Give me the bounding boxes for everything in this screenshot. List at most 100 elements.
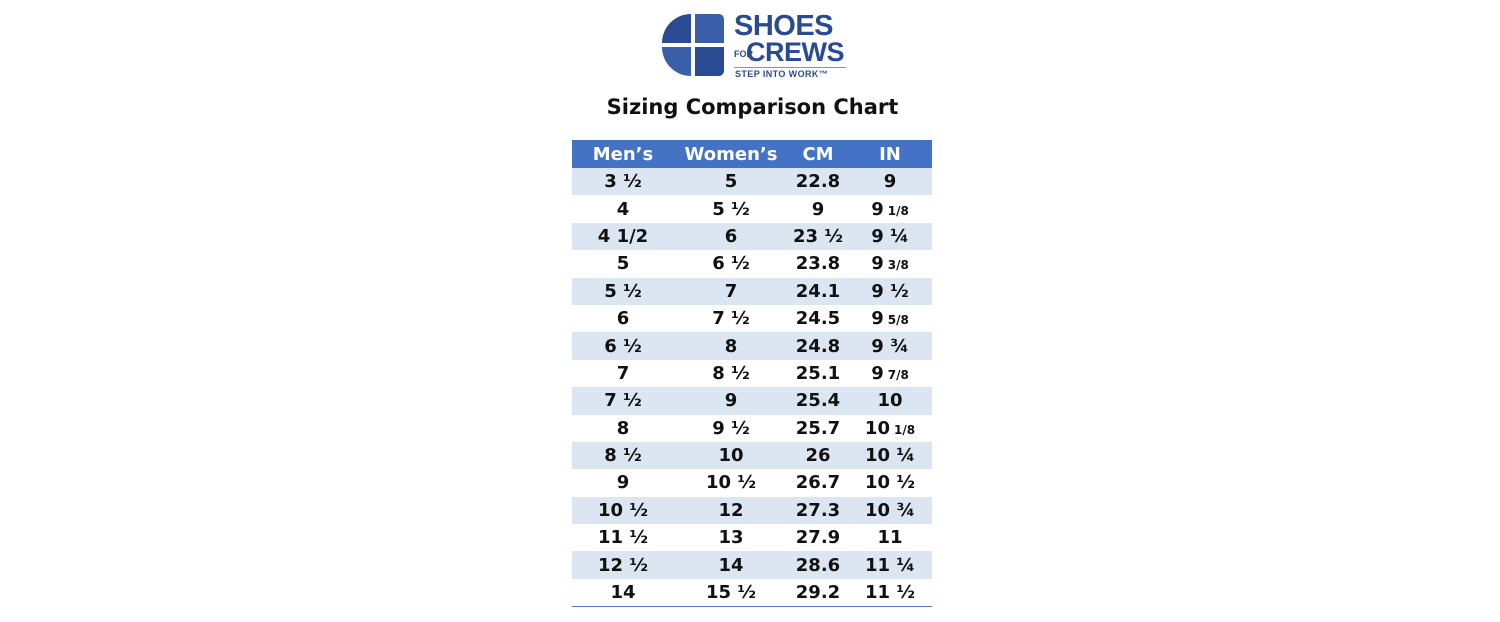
cell-in: 10 1/8: [848, 414, 932, 442]
cell-mens: 8 ½: [572, 441, 674, 470]
cell-mens: 8: [572, 414, 674, 442]
cell-mens: 10 ½: [572, 496, 674, 525]
cell-womens: 9 ½: [674, 414, 788, 442]
cell-in-value: 11 ¼: [865, 554, 915, 576]
cell-in: 10: [848, 387, 932, 415]
cell-womens: 10: [674, 441, 788, 470]
page-title: Sizing Comparison Chart: [606, 95, 899, 119]
cell-in-value: 9: [883, 171, 897, 193]
table-row: 11 ½ 13 27.9 11: [572, 524, 932, 552]
cell-in-value: 10: [877, 390, 903, 412]
cell-cm: 23 ½: [788, 222, 848, 251]
cell-womens: 10 ½: [674, 469, 788, 497]
cell-in: 9 ½: [848, 277, 932, 305]
cell-in-fraction: 5/8: [887, 313, 909, 328]
cell-in-fraction: 1/8: [893, 422, 916, 437]
cell-in: 11 ½: [848, 578, 932, 608]
cell-in: 9 7/8: [848, 359, 932, 388]
cell-mens: 12 ½: [572, 551, 674, 579]
table-row: 12 ½ 14 28.6 11 ¼: [572, 551, 932, 579]
cell-in-value: 11: [877, 527, 903, 549]
logo-mark-icon: [662, 14, 724, 76]
cell-womens: 8: [674, 332, 788, 360]
cell-cm: 25.4: [788, 387, 848, 415]
cell-mens: 4 1/2: [572, 222, 674, 251]
cell-womens: 7: [674, 277, 788, 305]
cell-cm: 9: [788, 195, 848, 223]
cell-womens: 12: [674, 496, 788, 525]
logo-tagline: STEP INTO WORK™: [735, 69, 829, 79]
cell-womens: 8 ½: [674, 359, 788, 388]
cell-in: 9 5/8: [848, 304, 932, 333]
cell-cm: 27.9: [788, 524, 848, 552]
table-row: 9 10 ½ 26.7 10 ½: [572, 469, 932, 497]
cell-mens: 6 ½: [572, 332, 674, 360]
cell-in-value: 9 ½: [871, 280, 909, 302]
cell-in-fraction: 3/8: [887, 258, 909, 273]
column-header-in: IN: [848, 140, 932, 168]
cell-in: 9 1/8: [848, 195, 932, 223]
logo-word-line2: FORCREWS: [734, 37, 845, 70]
cell-in: 9 ¼: [848, 222, 932, 251]
cell-in-value: 10: [864, 417, 890, 439]
table-row: 4 1/2 6 23 ½ 9 ¼: [572, 222, 932, 251]
cell-womens: 7 ½: [674, 304, 788, 333]
brand-logo: SHOES FORCREWS STEP INTO WORK™: [660, 12, 850, 80]
cell-mens: 7 ½: [572, 387, 674, 415]
cell-in-fraction: 7/8: [887, 367, 909, 382]
logo-word-crews: CREWS: [746, 37, 845, 67]
cell-womens: 6 ½: [674, 250, 788, 278]
cell-in: 10 ¾: [848, 496, 932, 525]
cell-cm: 22.8: [788, 168, 848, 196]
cell-womens: 15 ½: [674, 578, 788, 608]
cell-mens: 4: [572, 195, 674, 223]
cell-in: 10 ½: [848, 469, 932, 497]
cell-in: 9: [848, 168, 932, 196]
cell-womens: 9: [674, 387, 788, 415]
cell-cm: 25.7: [788, 414, 848, 442]
cell-in-value: 9 ¾: [871, 335, 909, 357]
cell-cm: 29.2: [788, 578, 848, 608]
cell-womens: 14: [674, 551, 788, 579]
cell-in-value: 9: [871, 198, 884, 220]
cell-in-value: 9: [871, 362, 884, 384]
cell-mens: 9: [572, 469, 674, 497]
cell-mens: 5 ½: [572, 277, 674, 305]
cell-mens: 7: [572, 359, 674, 388]
cell-in-value: 10 ¾: [865, 499, 915, 521]
cell-cm: 24.1: [788, 277, 848, 305]
column-header-mens: Men’s: [572, 140, 674, 168]
logo-word-shoes: SHOES: [734, 10, 834, 42]
table-row: 5 ½ 7 24.1 9 ½: [572, 277, 932, 305]
cell-cm: 26.7: [788, 469, 848, 497]
cell-womens: 6: [674, 222, 788, 251]
cell-in: 9 3/8: [848, 250, 932, 278]
logo-word-for: FOR: [734, 49, 753, 59]
column-header-cm: CM: [788, 140, 848, 168]
cell-mens: 14: [572, 578, 674, 608]
cell-in: 9 ¾: [848, 332, 932, 360]
cell-in: 11 ¼: [848, 551, 932, 579]
cell-in-value: 10 ¼: [865, 445, 915, 467]
table-row: 6 ½ 8 24.8 9 ¾: [572, 332, 932, 360]
cell-in-value: 11 ½: [865, 582, 915, 604]
cell-mens: 6: [572, 304, 674, 333]
column-header-womens: Women’s: [674, 140, 788, 168]
cell-in-fraction: 1/8: [887, 203, 909, 218]
cell-womens: 13: [674, 524, 788, 552]
cell-in-value: 9: [871, 308, 884, 330]
cell-mens: 11 ½: [572, 524, 674, 552]
cell-cm: 23.8: [788, 250, 848, 278]
logo-wordmark: SHOES FORCREWS STEP INTO WORK™: [734, 12, 850, 80]
cell-cm: 25.1: [788, 359, 848, 388]
cell-cm: 24.8: [788, 332, 848, 360]
table-row: 10 ½ 12 27.3 10 ¾: [572, 496, 932, 525]
cell-cm: 26: [788, 441, 848, 470]
table-row: 8 ½ 10 26 10 ¼: [572, 441, 932, 470]
cell-mens: 3 ½: [572, 168, 674, 196]
